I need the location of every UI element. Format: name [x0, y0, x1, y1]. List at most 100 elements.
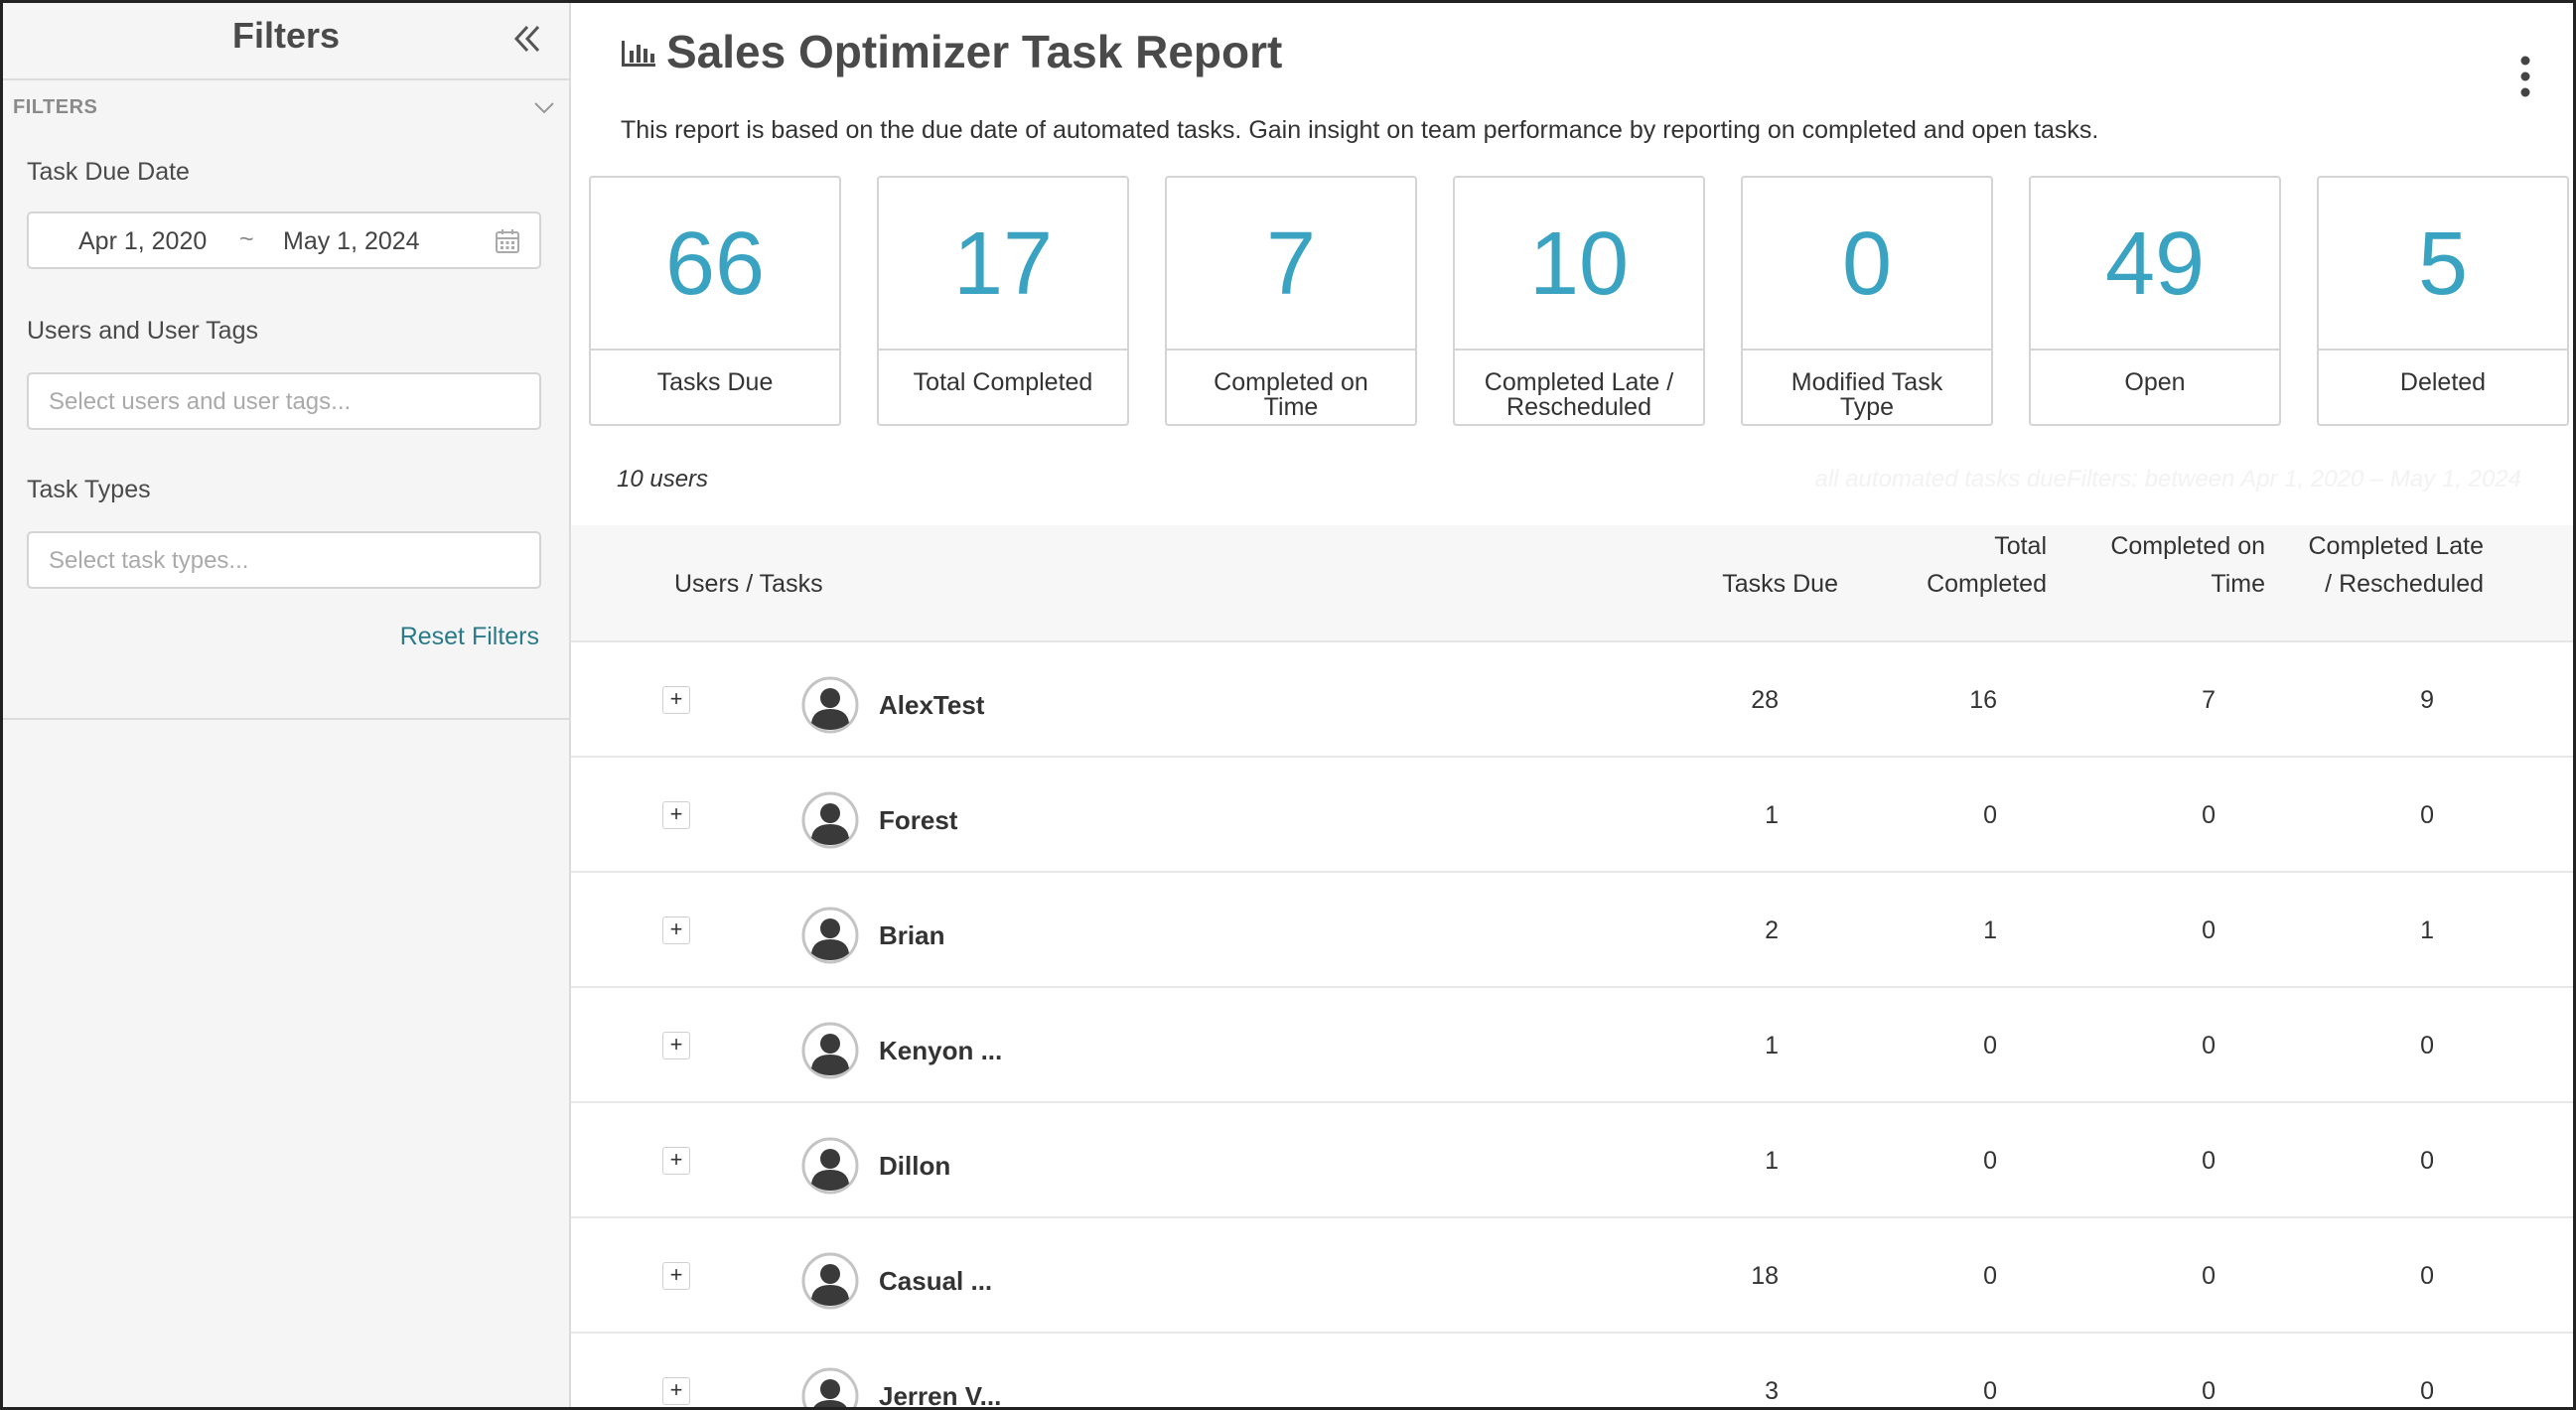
card-label: Tasks Due: [656, 368, 774, 396]
user-name[interactable]: Dillon: [879, 1151, 951, 1181]
header-completed-late[interactable]: Completed Late / Rescheduled: [2308, 527, 2484, 603]
card-label: Completed on Time: [1214, 368, 1368, 421]
user-name[interactable]: Brian: [879, 920, 945, 950]
users-count: 10 users: [617, 466, 709, 493]
cell-total-completed: 0: [1983, 1147, 1997, 1175]
date-range-picker[interactable]: Apr 1, 2020 ~ May 1, 2024: [27, 212, 541, 269]
date-to[interactable]: May 1, 2024: [283, 227, 420, 255]
header-tasks-due-text: Tasks Due: [1722, 570, 1838, 598]
expand-row-button[interactable]: +: [662, 1377, 690, 1405]
cell-total-completed: 0: [1983, 1262, 1997, 1290]
table-row[interactable]: + Casual ... 18 0 0 0: [571, 1218, 2573, 1334]
user-avatar-icon: [801, 907, 859, 964]
chevron-down-icon: [534, 102, 554, 114]
user-avatar-icon: [801, 791, 859, 849]
card-completed-on-time[interactable]: 7 Completed on Time: [1165, 176, 1417, 426]
user-name[interactable]: Kenyon ...: [879, 1036, 1003, 1065]
users-select[interactable]: Select users and user tags...: [27, 372, 541, 430]
cell-tasks-due: 2: [1765, 916, 1779, 944]
card-value: 5: [2417, 214, 2469, 314]
cell-completed-on-time: 0: [2202, 916, 2216, 944]
card-divider: [1455, 349, 1703, 351]
card-open[interactable]: 49 Open: [2029, 176, 2281, 426]
cell-completed-late: 0: [2420, 1377, 2434, 1405]
kebab-menu-icon[interactable]: [2517, 55, 2533, 98]
calendar-icon[interactable]: [494, 227, 521, 255]
card-tasks-due[interactable]: 66 Tasks Due: [589, 176, 841, 426]
user-avatar-icon: [801, 676, 859, 734]
card-deleted[interactable]: 5 Deleted: [2317, 176, 2569, 426]
user-avatar-icon: [801, 1022, 859, 1079]
reset-filters-link[interactable]: Reset Filters: [399, 623, 539, 650]
users-select-placeholder: Select users and user tags...: [49, 388, 352, 415]
cell-tasks-due: 28: [1751, 686, 1779, 714]
cell-completed-late: 9: [2420, 686, 2434, 714]
cell-tasks-due: 3: [1765, 1377, 1779, 1405]
card-value: 0: [1841, 214, 1893, 314]
card-divider: [1743, 349, 1991, 351]
expand-row-button[interactable]: +: [662, 801, 690, 829]
card-label: Modified Task Type: [1790, 368, 1943, 421]
cell-completed-on-time: 0: [2202, 1147, 2216, 1175]
filters-section-toggle[interactable]: FILTERS: [13, 92, 559, 122]
card-divider: [1167, 349, 1415, 351]
header-line: Completed Late: [2308, 532, 2484, 560]
card-value: 17: [952, 214, 1054, 314]
user-name[interactable]: AlexTest: [879, 690, 985, 720]
header-line: Completed on: [2110, 532, 2265, 560]
expand-row-button[interactable]: +: [662, 1032, 690, 1059]
sidebar-divider: [3, 718, 569, 720]
date-separator: ~: [239, 225, 254, 253]
cell-completed-late: 0: [2420, 1147, 2434, 1175]
table-row[interactable]: + AlexTest 28 16 7 9: [571, 642, 2573, 758]
cell-tasks-due: 18: [1751, 1262, 1779, 1290]
double-chevron-left-icon[interactable]: [507, 19, 547, 59]
sidebar-header: Filters: [3, 3, 569, 80]
user-avatar-icon: [801, 1137, 859, 1195]
cell-completed-on-time: 0: [2202, 1032, 2216, 1059]
user-avatar-icon: [801, 1367, 859, 1407]
card-total-completed[interactable]: 17 Total Completed: [877, 176, 1129, 426]
cell-total-completed: 0: [1983, 801, 1997, 829]
table-row[interactable]: + Forest 1 0 0 0: [571, 758, 2573, 873]
date-from[interactable]: Apr 1, 2020: [78, 227, 208, 255]
table-row[interactable]: + Kenyon ... 1 0 0 0: [571, 988, 2573, 1103]
cell-completed-on-time: 0: [2202, 801, 2216, 829]
card-value: 66: [664, 214, 766, 314]
header-completed-on-time[interactable]: Completed on Time: [2110, 527, 2265, 603]
cell-total-completed: 1: [1983, 916, 1997, 944]
header-line: Time: [2211, 570, 2265, 598]
user-name[interactable]: Jerren V...: [879, 1381, 1002, 1410]
expand-row-button[interactable]: +: [662, 1147, 690, 1175]
table-row[interactable]: + Brian 2 1 0 1: [571, 873, 2573, 988]
card-label: Completed Late / Rescheduled: [1484, 368, 1674, 421]
table-row[interactable]: + Jerren V... 3 0 0 0: [571, 1334, 2573, 1410]
page-title: Sales Optimizer Task Report: [666, 26, 1283, 77]
expand-row-button[interactable]: +: [662, 1262, 690, 1290]
cell-total-completed: 16: [1969, 686, 1997, 714]
task-types-select[interactable]: Select task types...: [27, 531, 541, 589]
card-label: Open: [2124, 368, 2186, 396]
user-name[interactable]: Forest: [879, 805, 958, 835]
card-label: Total Completed: [913, 368, 1093, 396]
summary-cards: 66 Tasks Due 17 Total Completed 7 Comple…: [589, 176, 2573, 426]
task-due-date-label: Task Due Date: [27, 158, 190, 186]
table-row[interactable]: + Dillon 1 0 0 0: [571, 1103, 2573, 1218]
header-total-completed[interactable]: Total Completed: [1927, 527, 2047, 603]
expand-row-button[interactable]: +: [662, 916, 690, 944]
expand-row-button[interactable]: +: [662, 686, 690, 714]
users-label: Users and User Tags: [27, 317, 258, 345]
card-value: 7: [1265, 214, 1317, 314]
task-types-select-placeholder: Select task types...: [49, 547, 249, 574]
user-name[interactable]: Casual ...: [879, 1266, 993, 1296]
sidebar-title: Filters: [231, 15, 341, 56]
header-tasks-due[interactable]: Tasks Due: [1722, 565, 1838, 603]
cell-completed-on-time: 0: [2202, 1262, 2216, 1290]
header-users-tasks[interactable]: Users / Tasks: [674, 570, 823, 598]
card-modified-task-type[interactable]: 0 Modified Task Type: [1741, 176, 1993, 426]
card-completed-late[interactable]: 10 Completed Late / Rescheduled: [1453, 176, 1705, 426]
filters-section-label: FILTERS: [13, 96, 98, 118]
table-header: Users / Tasks Tasks Due Total Completed …: [571, 525, 2573, 642]
cell-completed-on-time: 7: [2202, 686, 2216, 714]
card-value: 49: [2104, 214, 2206, 314]
